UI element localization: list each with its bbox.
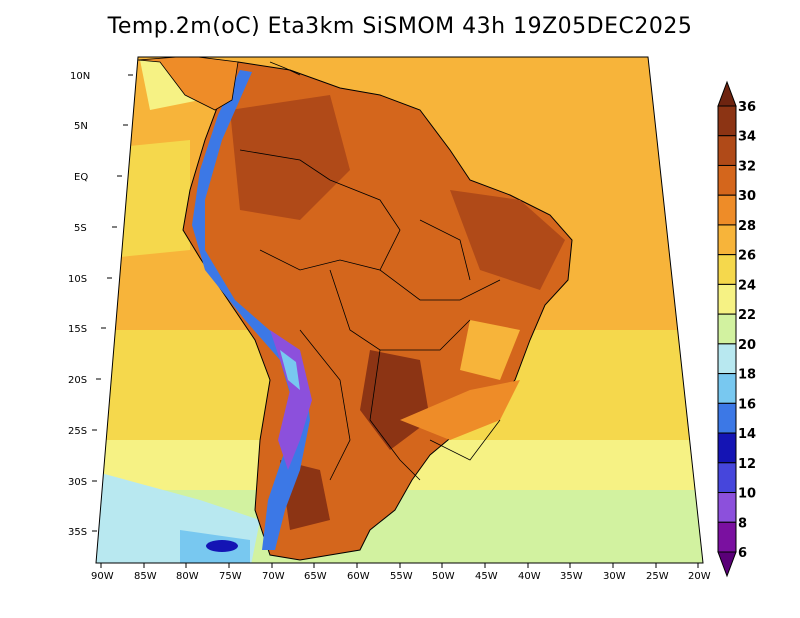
colorbar-segment [717,343,737,375]
northeast-hot-region [450,190,565,290]
map-title: Temp.2m(oC) Eta3km SiSMOM 43h 19Z05DEC20… [107,14,693,39]
lat-tick: 10S [68,274,87,285]
colorbar-segment [717,105,737,137]
lon-tick: 25W [646,571,669,582]
colorbar-segment [717,135,737,166]
colorbar-label: 16 [738,397,756,412]
lon-tick: 70W [262,571,285,582]
lat-tick: 30S [68,477,87,488]
colorbar-segment [717,492,737,523]
lon-tick: 40W [518,571,541,582]
colorbar-segment [717,224,737,256]
colorbar-segment [717,402,737,434]
pacific-cooler-area [96,140,190,260]
amazon-hot-region [230,95,350,220]
colorbar-segment [717,164,737,196]
lat-tick: EQ [74,172,88,183]
colorbar-bottom-arrow [717,551,737,578]
colorbar-label: 26 [738,249,756,264]
colorbar-label: 22 [738,308,756,323]
colorbar-label: 14 [738,427,756,442]
colorbar-segment [717,521,737,553]
colorbar-segment [717,313,737,345]
colorbar-label: 12 [738,457,756,472]
colorbar: 36 34 32 30 28 26 24 22 20 18 16 14 12 10 8 6 [717,80,756,578]
lon-tick: 30W [603,571,626,582]
coldest-spot [206,540,238,552]
colorbar-label: 30 [738,189,756,204]
colorbar-segment [717,194,737,226]
country-borders [239,149,501,481]
colorbar-segment [717,462,737,494]
colorbar-label: 28 [738,219,756,234]
lat-tick: 15S [68,324,87,335]
colorbar-label: 34 [738,130,756,145]
lat-tick: 20S [68,375,87,386]
lat-tick: 25S [68,426,87,437]
colorbar-label: 10 [738,487,756,502]
colorbar-segment [717,432,737,464]
lon-tick: 75W [219,571,242,582]
lon-tick: 20W [688,571,711,582]
map-frame [95,56,704,564]
colorbar-label: 32 [738,159,756,174]
longitude-axis: 90W 85W 80W 75W 70W 65W 60W 55W 50W 45W … [91,563,711,582]
lat-tick: 35S [68,527,87,538]
lon-tick: 45W [475,571,498,582]
lon-tick: 60W [347,571,370,582]
lon-tick: 55W [390,571,413,582]
colorbar-top-arrow [717,80,737,107]
colorbar-label: 6 [738,546,747,561]
colorbar-label: 8 [738,516,747,531]
temperature-field [96,57,703,563]
lon-tick: 50W [432,571,455,582]
colorbar-label: 20 [738,338,756,353]
lon-tick: 35W [560,571,583,582]
lat-tick: 5N [74,121,88,132]
lat-tick: 5S [74,223,87,234]
colorbar-label: 36 [738,100,756,115]
lon-tick: 65W [304,571,327,582]
lon-tick: 80W [176,571,199,582]
lon-tick: 90W [91,571,114,582]
colorbar-segment [717,254,737,285]
colorbar-segment [717,373,737,404]
lat-tick: 10N [70,71,90,82]
colorbar-label: 18 [738,368,756,383]
colorbar-label: 24 [738,278,756,293]
lon-tick: 85W [134,571,157,582]
latitude-axis: 10N 5N EQ 5S 10S 15S 20S 25S 30S 35S [68,71,133,538]
colorbar-segment [717,283,737,315]
